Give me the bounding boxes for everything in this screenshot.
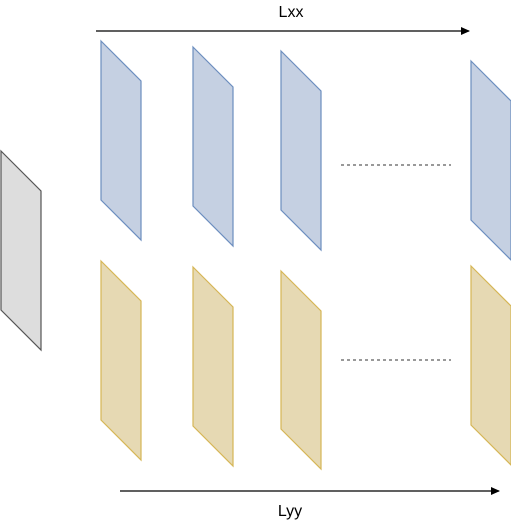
bottom-axis-label: Lyy xyxy=(278,503,302,520)
yellow-panel-3 xyxy=(280,269,322,471)
yellow-panel-last xyxy=(470,264,511,466)
yellow-panel-2 xyxy=(192,265,234,468)
top-axis-label: Lxx xyxy=(279,4,304,21)
blue-panel-3 xyxy=(280,49,322,252)
blue-panel-last xyxy=(470,59,511,261)
yellow-panel-1 xyxy=(100,259,142,462)
blue-panel-2 xyxy=(192,45,234,248)
gray-input-panel xyxy=(0,149,42,352)
blue-panel-1 xyxy=(100,39,142,242)
